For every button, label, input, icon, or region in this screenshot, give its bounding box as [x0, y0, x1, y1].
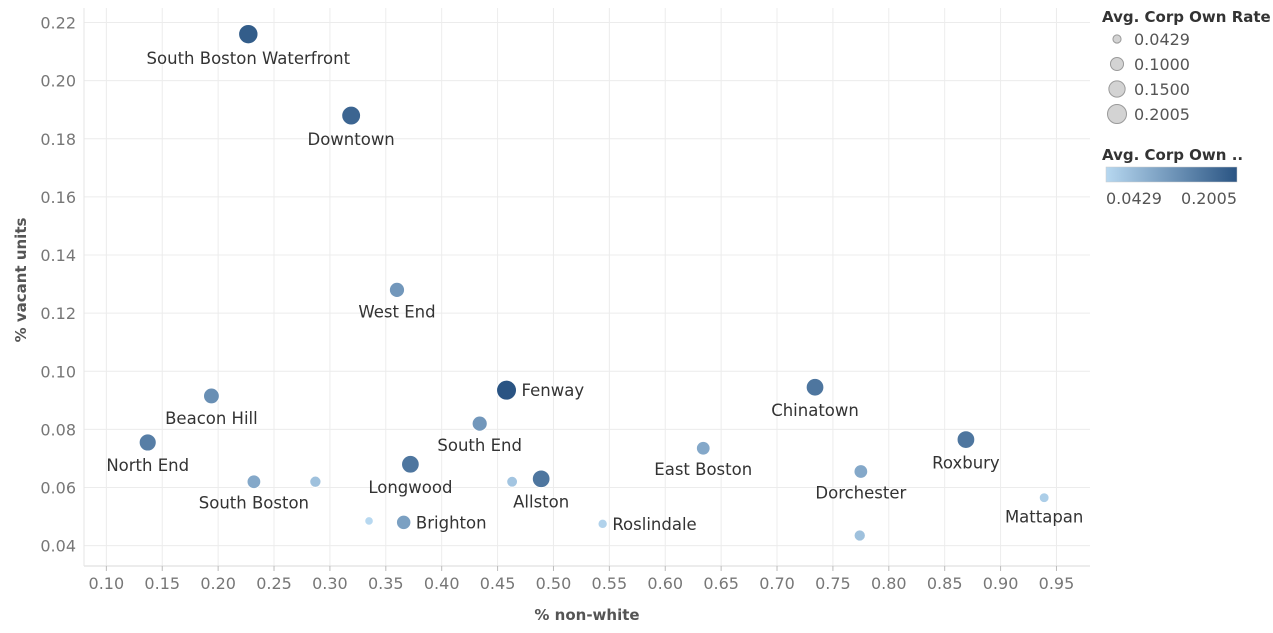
color-legend-max: 0.2005 — [1181, 189, 1237, 208]
y-tick-label: 0.04 — [40, 537, 76, 556]
x-tick-label: 0.40 — [424, 574, 460, 593]
point-label: South Boston Waterfront — [147, 49, 351, 68]
color-legend: Avg. Corp Own .. 0.0429 0.2005 — [1102, 146, 1243, 208]
data-point[interactable] — [388, 281, 406, 299]
point-label: Mattapan — [1005, 508, 1083, 527]
data-point[interactable] — [395, 514, 412, 531]
x-tick-label: 0.45 — [480, 574, 516, 593]
size-legend-label: 0.1000 — [1134, 55, 1190, 74]
x-tick-label: 0.55 — [592, 574, 628, 593]
y-tick-label: 0.12 — [40, 304, 76, 323]
point-label: Brighton — [416, 513, 487, 532]
y-tick-label: 0.22 — [40, 14, 76, 33]
x-tick-label: 0.70 — [759, 574, 795, 593]
point-label: Fenway — [522, 381, 585, 400]
data-point[interactable] — [138, 433, 157, 452]
data-point[interactable] — [496, 379, 518, 401]
size-legend-marker — [1112, 34, 1122, 44]
size-legend-marker — [1108, 80, 1126, 98]
y-tick-label: 0.20 — [40, 72, 76, 91]
size-legend-label: 0.0429 — [1134, 30, 1190, 49]
x-axis: 0.10 0.15 0.20 0.25 0.30 0.35 0.40 0.45 0.50 0.55… — [89, 566, 1075, 593]
y-tick-label: 0.10 — [40, 362, 76, 381]
size-legend-label: 0.2005 — [1134, 105, 1190, 124]
y-tick-label: 0.06 — [40, 479, 76, 498]
x-tick-label: 0.95 — [1039, 574, 1075, 593]
size-legend-marker — [1107, 104, 1127, 124]
x-tick-label: 0.85 — [927, 574, 963, 593]
point-label: Chinatown — [771, 401, 859, 420]
size-legend-label: 0.1500 — [1134, 80, 1190, 99]
point-label: Downtown — [308, 130, 395, 149]
color-legend-min: 0.0429 — [1106, 189, 1162, 208]
data-point[interactable] — [246, 474, 262, 490]
size-legend-marker — [1109, 56, 1125, 72]
data-point[interactable] — [471, 415, 488, 432]
x-tick-label: 0.60 — [647, 574, 683, 593]
x-tick-label: 0.15 — [144, 574, 180, 593]
data-point[interactable] — [202, 387, 220, 405]
data-point[interactable] — [695, 440, 711, 456]
data-point[interactable] — [238, 23, 259, 45]
data-points: South Boston Waterfront Downtown West End F… — [106, 23, 1083, 542]
size-legend: Avg. Corp Own Rate 0.0429 0.1000 0.1500 0.2… — [1102, 8, 1271, 124]
x-axis-title: % non-white — [534, 606, 639, 624]
point-label: North End — [106, 456, 189, 475]
x-tick-label: 0.65 — [703, 574, 739, 593]
gridlines — [83, 8, 1090, 567]
y-tick-label: 0.16 — [40, 188, 76, 207]
y-tick-label: 0.08 — [40, 420, 76, 439]
color-legend-ramp — [1105, 166, 1238, 183]
point-label: Longwood — [368, 478, 452, 497]
x-tick-label: 0.50 — [536, 574, 572, 593]
data-point[interactable] — [853, 464, 869, 479]
point-label: Roxbury — [932, 453, 1000, 472]
data-point[interactable] — [506, 475, 519, 488]
point-label: South End — [437, 436, 522, 455]
data-point[interactable] — [309, 475, 322, 488]
x-tick-label: 0.75 — [815, 574, 851, 593]
data-point[interactable] — [531, 469, 551, 489]
point-label: Roslindale — [612, 515, 696, 534]
data-point[interactable] — [805, 377, 825, 397]
y-tick-label: 0.14 — [40, 246, 76, 265]
data-point[interactable] — [853, 529, 866, 542]
y-axis: 0.04 0.06 0.08 0.10 0.12 0.14 0.16 0.18 0.20 0.22 — [40, 14, 76, 556]
x-tick-label: 0.90 — [983, 574, 1019, 593]
point-label: South Boston — [199, 494, 309, 513]
x-tick-label: 0.35 — [368, 574, 404, 593]
y-axis-title: % vacant units — [12, 218, 30, 343]
color-legend-title: Avg. Corp Own .. — [1102, 146, 1243, 164]
y-tick-label: 0.18 — [40, 130, 76, 149]
data-point[interactable] — [364, 516, 374, 526]
x-tick-label: 0.30 — [312, 574, 348, 593]
data-point[interactable] — [597, 518, 608, 530]
data-point[interactable] — [1038, 492, 1050, 504]
point-label: West End — [358, 303, 435, 322]
x-tick-label: 0.10 — [89, 574, 125, 593]
point-label: Allston — [513, 493, 569, 512]
data-point[interactable] — [401, 454, 420, 474]
point-label: East Boston — [654, 460, 752, 479]
data-point[interactable] — [341, 105, 362, 126]
data-point[interactable] — [956, 430, 976, 449]
point-label: Beacon Hill — [165, 409, 258, 428]
size-legend-title: Avg. Corp Own Rate — [1102, 8, 1271, 26]
x-tick-label: 0.80 — [871, 574, 907, 593]
x-tick-label: 0.20 — [200, 574, 236, 593]
point-label: Dorchester — [815, 483, 906, 502]
x-tick-label: 0.25 — [256, 574, 292, 593]
